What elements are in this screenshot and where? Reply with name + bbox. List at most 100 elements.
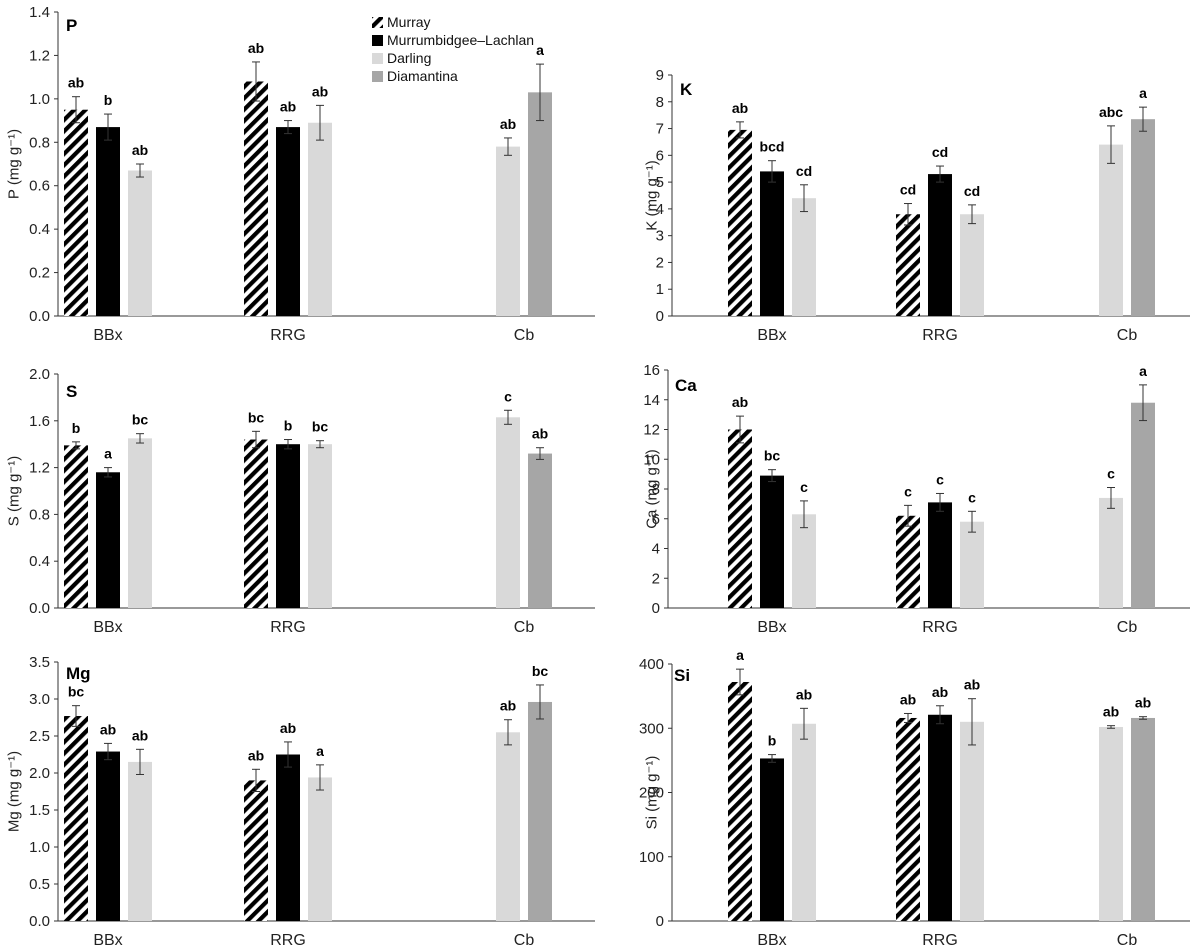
panel-title: S (66, 382, 77, 401)
y-tick-label: 3 (656, 228, 664, 245)
y-tick-label: 1 (656, 281, 664, 298)
y-tick-label: 0 (656, 308, 664, 325)
bar-darling-bbx (128, 170, 152, 316)
significance-label: cd (796, 163, 812, 179)
bar-darling-rrg (308, 444, 332, 608)
y-tick-label: 0.5 (29, 876, 50, 893)
y-tick-label: 400 (639, 656, 664, 673)
significance-label: cd (900, 182, 916, 198)
category-label: BBx (93, 327, 122, 344)
bar-murrumbidgee-lachlan-bbx (760, 758, 784, 921)
bar-murrumbidgee-lachlan-rrg (276, 754, 300, 921)
panel-title: P (66, 16, 77, 35)
bar-murrumbidgee-lachlan-bbx (96, 472, 120, 608)
significance-label: a (316, 743, 324, 759)
significance-label: c (936, 471, 944, 487)
significance-label: ab (500, 116, 516, 132)
bar-darling-rrg (960, 721, 984, 921)
bar-darling-cb (1099, 497, 1123, 608)
y-tick-label: 1.5 (29, 802, 50, 819)
legend-swatch (372, 17, 383, 28)
y-tick-label: 3.5 (29, 654, 50, 671)
y-tick-label: 2.0 (29, 765, 50, 782)
y-tick-label: 0.8 (29, 134, 50, 151)
significance-label: ab (312, 83, 328, 99)
bar-murray-rrg (896, 515, 920, 608)
bar-diamantina-cb (528, 701, 552, 921)
y-tick-label: 2.0 (29, 366, 50, 383)
bar-murray-rrg (244, 81, 268, 316)
significance-label: c (504, 388, 512, 404)
category-label: Cb (1117, 619, 1138, 636)
bar-diamantina-cb (1131, 402, 1155, 608)
panel-title: Ca (675, 376, 697, 395)
bar-murray-rrg (896, 717, 920, 921)
y-tick-label: 0.4 (29, 221, 50, 238)
significance-label: ab (532, 426, 548, 442)
y-tick-label: 16 (643, 362, 660, 379)
y-tick-label: 6 (656, 147, 664, 164)
significance-label: bc (532, 663, 549, 679)
legend-entry: Murrumbidgee–Lachlan (387, 32, 534, 48)
panel-mg: 0.0 0.5 1.0 1.5 2.0 2.5 3.0 3.5 Mg (mg g⁻¹) Mg BBx… (6, 654, 595, 949)
bar-darling-cb (496, 417, 520, 608)
bar-diamantina-cb (1131, 119, 1155, 316)
bar-murray-bbx (64, 109, 88, 316)
panel-p: 0.00.20.40.60.81.01.21.4P (mg g⁻¹)PBBxab… (6, 4, 595, 344)
significance-label: c (968, 489, 976, 505)
bar-murrumbidgee-lachlan-rrg (928, 174, 952, 316)
bar-darling-cb (496, 146, 520, 316)
y-tick-label: 300 (639, 720, 664, 737)
bar-darling-bbx (128, 761, 152, 921)
y-tick-label: 7 (656, 121, 664, 138)
significance-label: ab (732, 394, 748, 410)
y-tick-label: 1.2 (29, 47, 50, 64)
significance-label: b (72, 420, 81, 436)
legend-swatch (372, 53, 383, 64)
bar-darling-bbx (792, 198, 816, 316)
bar-darling-rrg (308, 122, 332, 316)
significance-label: ab (132, 727, 148, 743)
y-tick-label: 6 (652, 511, 660, 528)
category-label: RRG (922, 932, 958, 949)
significance-label: a (1139, 363, 1147, 379)
significance-label: ab (100, 721, 116, 737)
category-label: BBx (93, 932, 122, 949)
significance-label: b (768, 733, 777, 749)
y-tick-label: 100 (639, 849, 664, 866)
significance-label: a (536, 42, 544, 58)
bar-murray-rrg (244, 780, 268, 921)
bar-murray-bbx (64, 716, 88, 921)
significance-label: a (1139, 85, 1147, 101)
category-label: Cb (514, 619, 535, 636)
y-tick-label: 2.5 (29, 728, 50, 745)
bar-murrumbidgee-lachlan-rrg (928, 714, 952, 921)
y-tick-label: 1.0 (29, 839, 50, 856)
category-label: BBx (757, 327, 786, 344)
category-label: RRG (922, 327, 958, 344)
y-tick-label: 0.0 (29, 600, 50, 617)
significance-label: ab (1135, 695, 1151, 711)
y-axis-label: P (mg g⁻¹) (6, 129, 23, 199)
panel-s: 0.00.40.81.21.62.0S (mg g⁻¹)SBBxbabcRRGb… (6, 366, 595, 636)
significance-label: ab (500, 698, 516, 714)
y-tick-label: 200 (639, 785, 664, 802)
bar-murrumbidgee-lachlan-rrg (928, 502, 952, 608)
y-axis-label: S (mg g⁻¹) (6, 456, 23, 526)
significance-label: ab (732, 100, 748, 116)
category-label: Cb (1117, 932, 1138, 949)
significance-label: a (104, 446, 112, 462)
significance-label: ab (132, 142, 148, 158)
bar-murrumbidgee-lachlan-bbx (96, 751, 120, 921)
y-tick-label: 0.4 (29, 553, 50, 570)
y-tick-label: 4 (656, 201, 664, 218)
bar-murrumbidgee-lachlan-rrg (276, 444, 300, 608)
significance-label: a (736, 647, 744, 663)
significance-label: c (1107, 466, 1115, 482)
category-label: RRG (270, 932, 306, 949)
y-axis-label: K (mg g⁻¹) (644, 160, 661, 230)
bar-darling-bbx (128, 438, 152, 608)
significance-label: ab (68, 75, 84, 91)
